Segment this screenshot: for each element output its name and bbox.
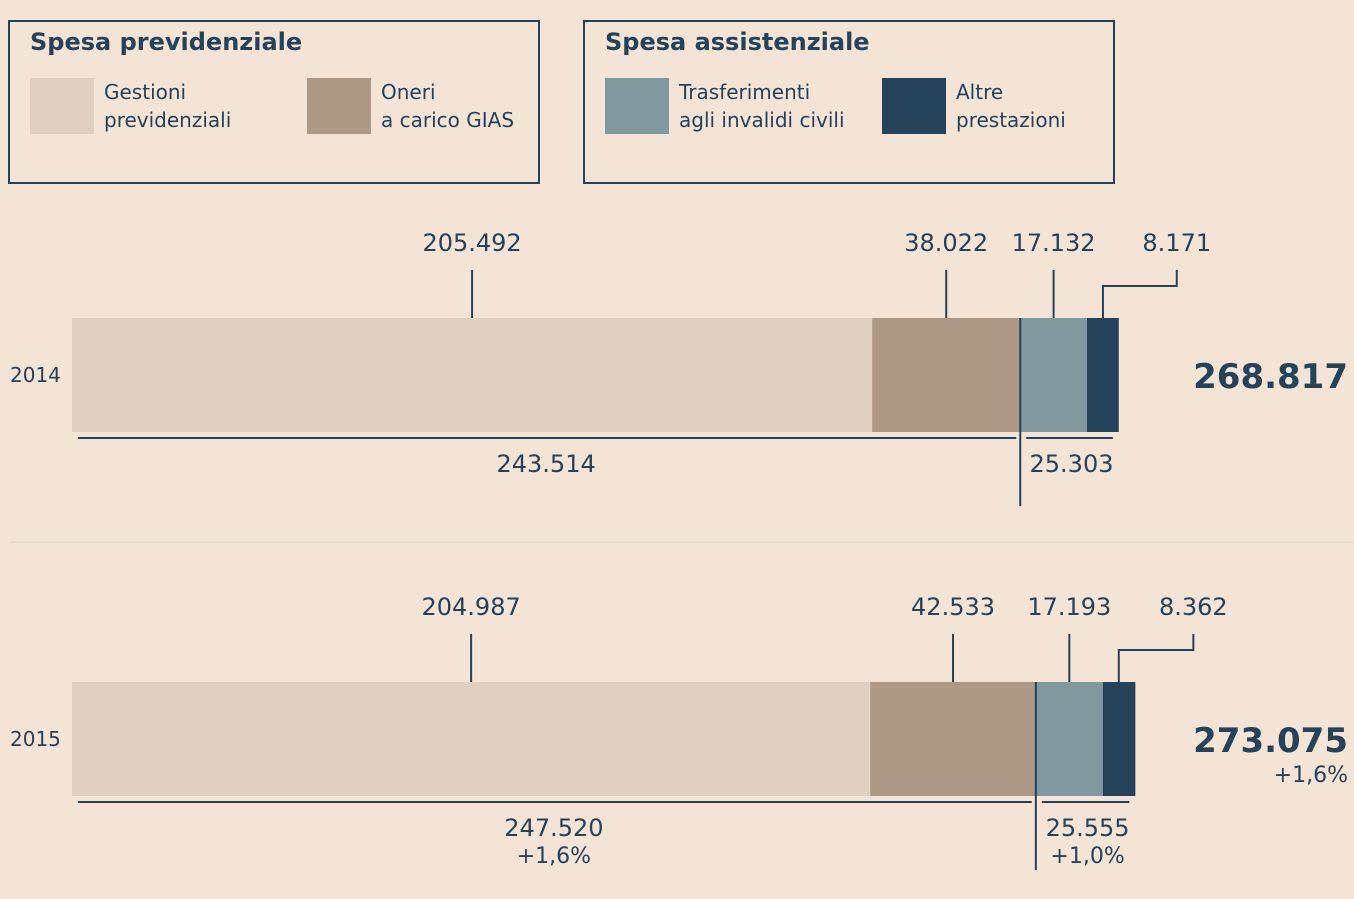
legend-label: Gestioni previdenziali: [104, 80, 232, 132]
category-label: 2015: [10, 727, 61, 751]
data-label: 42.533: [911, 593, 995, 621]
legend-swatch: [30, 78, 94, 134]
bar-segment: [1020, 318, 1087, 432]
bar-segment: [872, 318, 1021, 432]
bar-segment: [1086, 318, 1119, 432]
legend-swatch: [605, 78, 669, 134]
bar-segment: [72, 318, 873, 432]
group-total-label: 25.555: [1046, 814, 1130, 842]
legend-label: Altre prestazioni: [956, 80, 1066, 132]
category-label: 2014: [10, 363, 61, 387]
total-label: 273.075: [1193, 721, 1348, 761]
group-change-label: +1,0%: [1050, 844, 1124, 869]
legend-label: Oneri a carico GIAS: [381, 80, 515, 132]
data-label: 204.987: [421, 593, 520, 621]
leader-line: [1117, 634, 1195, 682]
data-label: 17.132: [1012, 229, 1096, 257]
data-label: 17.193: [1027, 593, 1111, 621]
legend-swatch: [307, 78, 371, 134]
group-change-label: +1,6%: [517, 844, 591, 869]
leader-line: [1101, 270, 1178, 318]
group-total-label: 243.514: [496, 450, 595, 478]
data-label: 38.022: [904, 229, 988, 257]
legend-swatch: [882, 78, 946, 134]
legend-assistenziale: Spesa assistenziale Trasferimenti agli i…: [583, 20, 1115, 184]
data-label: 205.492: [422, 229, 521, 257]
group-total-label: 247.520: [504, 814, 603, 842]
total-change-label: +1,6%: [1274, 763, 1348, 788]
bar-segment: [870, 682, 1036, 796]
legend-label: Trasferimenti agli invalidi civili: [679, 80, 845, 132]
bar-segment: [72, 682, 871, 796]
data-label: 8.171: [1142, 229, 1211, 257]
bar-segment: [1035, 682, 1103, 796]
data-label: 8.362: [1159, 593, 1228, 621]
bar-segment: [1102, 682, 1136, 796]
group-total-label: 25.303: [1030, 450, 1114, 478]
legend-title: Spesa assistenziale: [605, 28, 870, 56]
legend-title: Spesa previdenziale: [30, 28, 303, 56]
legend-previdenziale: Spesa previdenziale Gestioni previdenzia…: [8, 20, 540, 184]
row-separator: [10, 541, 1354, 543]
total-label: 268.817: [1193, 357, 1348, 397]
